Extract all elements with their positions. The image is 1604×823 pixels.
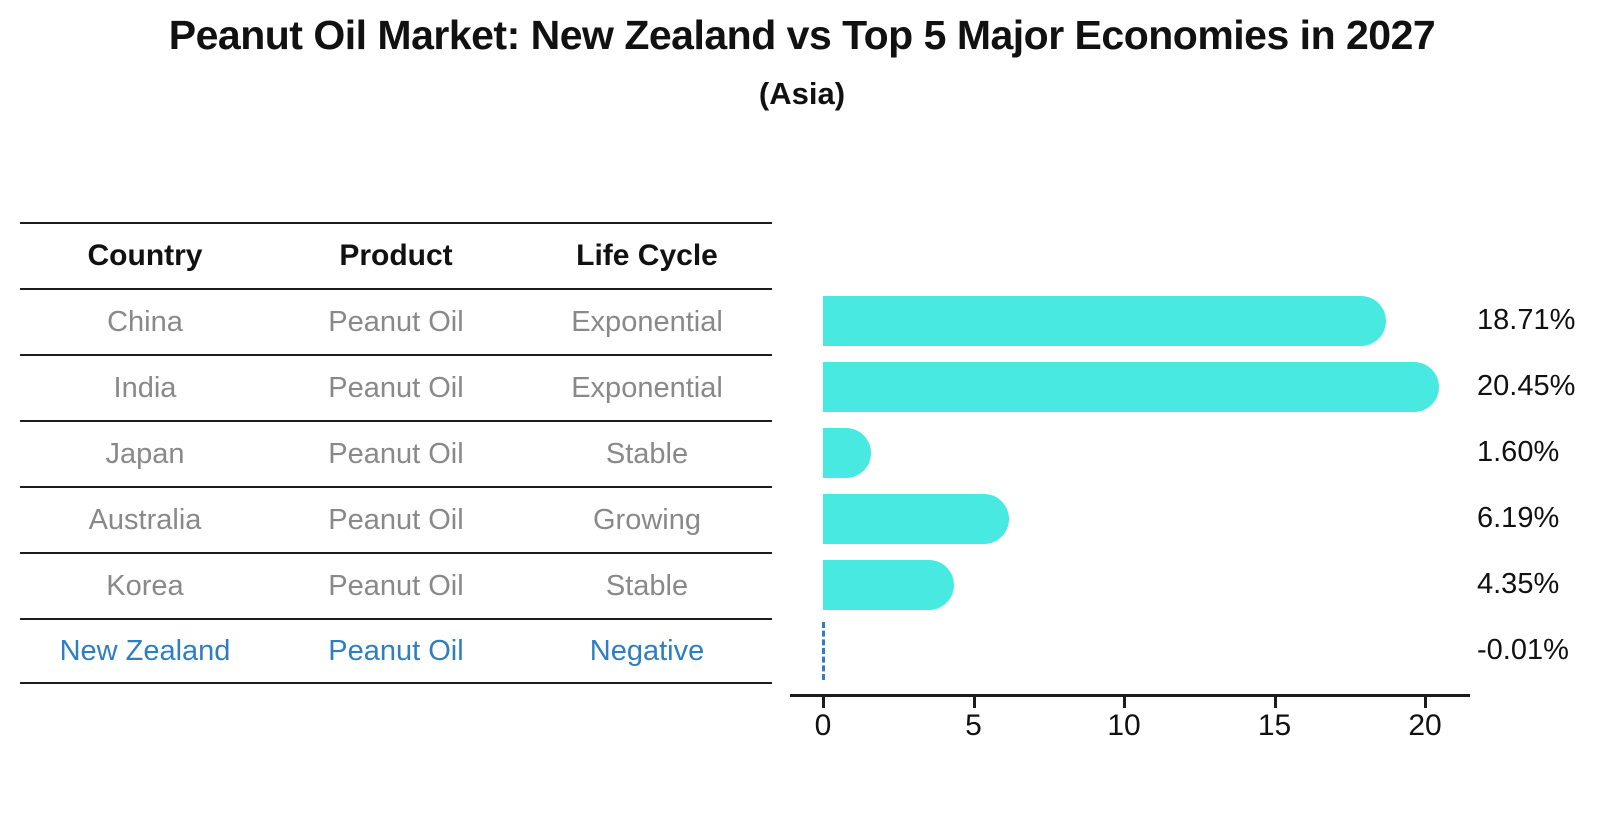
bar-india (823, 362, 1439, 412)
table-row: New Zealand Peanut Oil Negative (20, 618, 772, 684)
country-cell: Australia (88, 503, 202, 536)
product-cell: Peanut Oil (328, 503, 464, 536)
x-axis-tick (1424, 696, 1427, 708)
country-cell: India (113, 371, 177, 404)
country-cell: China (107, 305, 183, 338)
lifecycle-cell: Exponential (571, 305, 723, 338)
table-row: Japan Peanut Oil Stable (20, 420, 772, 486)
table-row: China Peanut Oil Exponential (20, 288, 772, 354)
bar-value-label: 6.19% (1477, 502, 1560, 534)
product-cell: Peanut Oil (328, 634, 464, 667)
bar-value-label: 1.60% (1477, 436, 1560, 468)
x-axis-tick-label: 0 (814, 709, 832, 742)
zero-dashed-marker (822, 622, 825, 680)
bar-value-label: 18.71% (1477, 304, 1576, 336)
product-cell: Peanut Oil (328, 569, 464, 602)
country-cell: Korea (106, 569, 184, 602)
lifecycle-cell: Exponential (571, 371, 723, 404)
table-row: Australia Peanut Oil Growing (20, 486, 772, 552)
table-header-row: Country Product Life Cycle (20, 222, 772, 288)
bar-japan (823, 428, 872, 478)
bar-korea (823, 560, 954, 610)
chart-title: Peanut Oil Market: New Zealand vs Top 5 … (168, 12, 1436, 58)
x-axis-tick (972, 696, 976, 708)
x-axis-tick (1123, 696, 1126, 708)
column-header: Life Cycle (576, 239, 718, 272)
bar-australia (823, 494, 1010, 544)
product-cell: Peanut Oil (328, 437, 464, 470)
x-axis-tick (822, 696, 825, 708)
bar-value-label: 4.35% (1477, 568, 1560, 600)
table-row: India Peanut Oil Exponential (20, 354, 772, 420)
chart-subtitle: (Asia) (758, 76, 846, 111)
x-axis-tick-label: 10 (1107, 709, 1141, 742)
column-header: Country (87, 239, 203, 272)
lifecycle-cell: Stable (605, 437, 689, 470)
lifecycle-cell: Growing (593, 503, 701, 536)
bar-value-label: -0.01% (1477, 634, 1569, 666)
table-row: Korea Peanut Oil Stable (20, 552, 772, 618)
x-axis-tick-label: 15 (1257, 709, 1292, 742)
bar-value-label: 20.45% (1477, 370, 1576, 402)
product-cell: Peanut Oil (328, 305, 464, 338)
lifecycle-cell: Stable (605, 569, 689, 602)
bar-china (823, 296, 1387, 346)
country-cell: New Zealand (59, 634, 231, 667)
comparison-table: Country Product Life Cycle China Peanut Oil E… (20, 222, 772, 684)
x-axis-tick-label: 20 (1408, 709, 1442, 742)
x-axis-tick-label: 5 (965, 709, 982, 742)
lifecycle-cell: Negative (589, 634, 705, 667)
x-axis (790, 694, 1470, 697)
product-cell: Peanut Oil (328, 371, 464, 404)
column-header: Product (339, 239, 453, 272)
country-cell: Japan (105, 437, 185, 470)
x-axis-tick (1273, 696, 1277, 708)
